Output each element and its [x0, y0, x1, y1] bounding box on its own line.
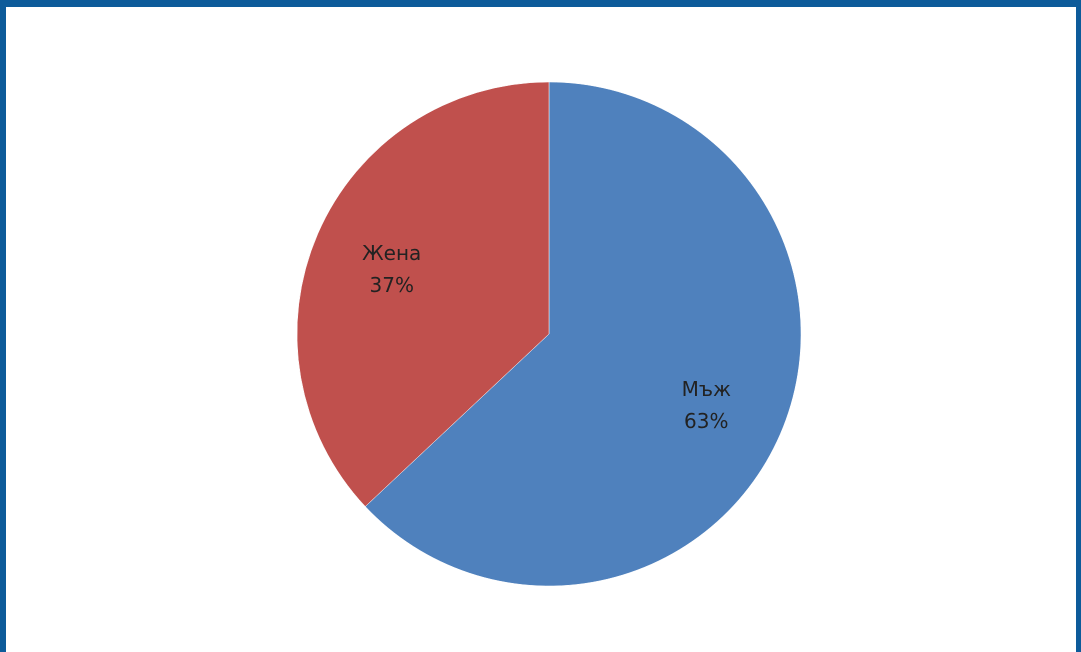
slice-name-label: Мъж	[682, 377, 731, 401]
slice-percent-label: 63%	[684, 409, 728, 433]
pie-slices	[296, 81, 802, 587]
slice-name-label: Жена	[362, 241, 421, 265]
pie-data-labels: Мъж 63% Жена 37%	[362, 241, 731, 433]
pie-slice-2	[296, 81, 550, 507]
pie-slice-1	[364, 81, 802, 587]
slice-percent-label: 37%	[370, 273, 414, 297]
